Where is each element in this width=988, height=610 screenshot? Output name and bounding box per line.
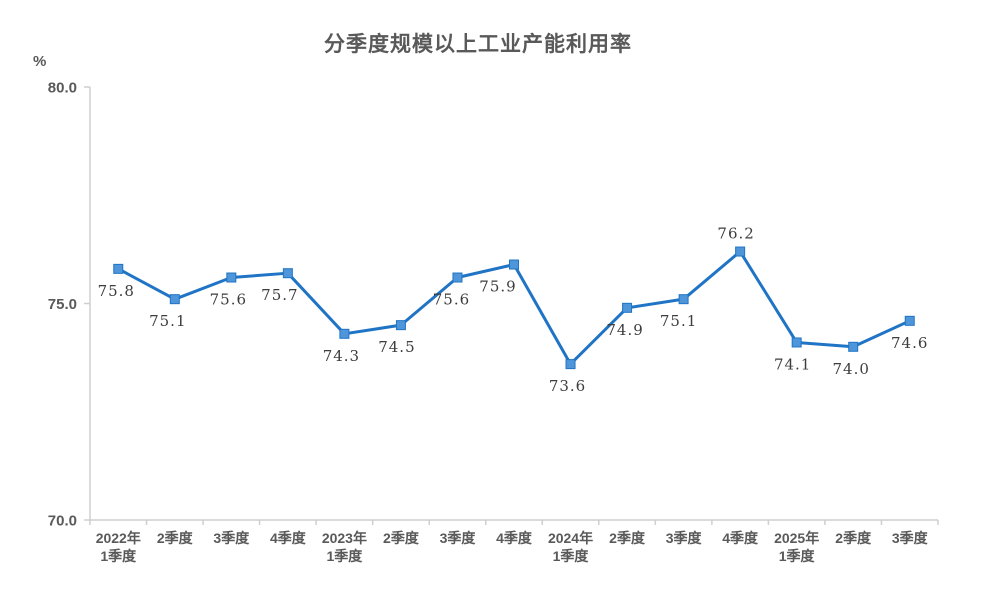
y-axis-unit-label: % — [33, 53, 47, 70]
x-axis-category-label: 3季度 — [440, 530, 477, 546]
data-point-label: 75.6 — [433, 291, 470, 309]
data-point-label: 74.3 — [323, 347, 360, 365]
data-point-marker — [848, 341, 859, 352]
x-axis-category-label: 4季度 — [496, 530, 533, 546]
data-point-marker — [904, 315, 915, 326]
data-point-marker — [395, 320, 406, 331]
data-point-label: 75.7 — [261, 286, 298, 304]
x-axis-category-label: 3季度 — [666, 530, 703, 546]
x-axis-category-label: 2024年 — [548, 530, 593, 546]
y-axis-tick-label: 75.0 — [48, 296, 77, 313]
x-axis-category-label: 4季度 — [722, 530, 759, 546]
data-point-marker — [509, 259, 519, 270]
x-axis-category-label: 4季度 — [270, 530, 307, 546]
x-axis-category-label: 3季度 — [213, 530, 250, 546]
data-point-label: 76.2 — [717, 225, 754, 243]
x-axis-category-label: 2022年 — [96, 530, 141, 546]
data-point-label: 75.6 — [210, 291, 247, 309]
x-axis-category-label: 2季度 — [157, 530, 194, 546]
chart-title: 分季度规模以上工业产能利用率 — [324, 33, 632, 56]
data-point-marker — [622, 302, 633, 313]
x-axis-category-label: 1季度 — [779, 548, 816, 564]
data-point-marker — [735, 246, 746, 257]
data-point-marker — [226, 272, 237, 283]
data-point-label: 73.6 — [549, 377, 586, 395]
data-point-marker — [169, 294, 180, 305]
data-point-label: 75.1 — [660, 312, 697, 330]
data-point-label: 74.9 — [606, 321, 643, 339]
x-axis-category-label: 1季度 — [327, 548, 364, 564]
data-point-label: 75.9 — [479, 278, 516, 296]
x-axis-category-label: 3季度 — [892, 530, 929, 546]
data-point-marker — [339, 328, 350, 339]
data-point-marker — [282, 268, 293, 279]
x-axis-category-label: 1季度 — [100, 548, 137, 564]
x-axis-category-label: 2季度 — [609, 530, 646, 546]
y-axis-tick-label: 80.0 — [48, 79, 77, 96]
data-point-label: 75.8 — [98, 282, 135, 300]
data-point-label: 74.1 — [774, 355, 811, 373]
data-point-label: 74.0 — [832, 360, 869, 378]
data-point-marker — [113, 263, 124, 274]
data-point-marker — [678, 294, 689, 305]
x-axis-category-label: 2季度 — [383, 530, 420, 546]
y-axis-tick-label: 70.0 — [48, 512, 77, 529]
data-point-marker — [452, 272, 463, 283]
data-point-marker — [791, 337, 802, 348]
x-axis-category-label: 2023年 — [322, 530, 367, 546]
x-axis-category-label: 2季度 — [835, 530, 872, 546]
data-point-marker — [565, 359, 576, 370]
x-axis-category-label: 1季度 — [553, 548, 590, 564]
data-point-label: 74.5 — [378, 338, 415, 356]
x-axis-category-label: 2025年 — [774, 530, 819, 546]
data-point-label: 74.6 — [891, 334, 928, 352]
data-point-label: 75.1 — [149, 312, 186, 330]
